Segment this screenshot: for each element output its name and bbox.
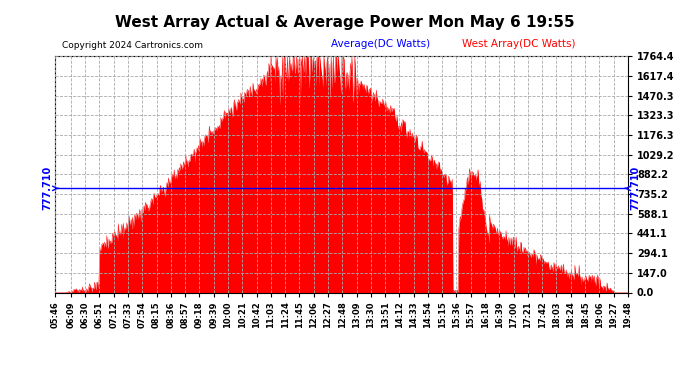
Text: Copyright 2024 Cartronics.com: Copyright 2024 Cartronics.com — [62, 41, 203, 50]
Text: 777.710: 777.710 — [42, 166, 52, 210]
Text: Average(DC Watts): Average(DC Watts) — [331, 39, 431, 50]
Text: West Array(DC Watts): West Array(DC Watts) — [462, 39, 575, 50]
Text: 777.710: 777.710 — [631, 166, 641, 210]
Text: West Array Actual & Average Power Mon May 6 19:55: West Array Actual & Average Power Mon Ma… — [115, 15, 575, 30]
